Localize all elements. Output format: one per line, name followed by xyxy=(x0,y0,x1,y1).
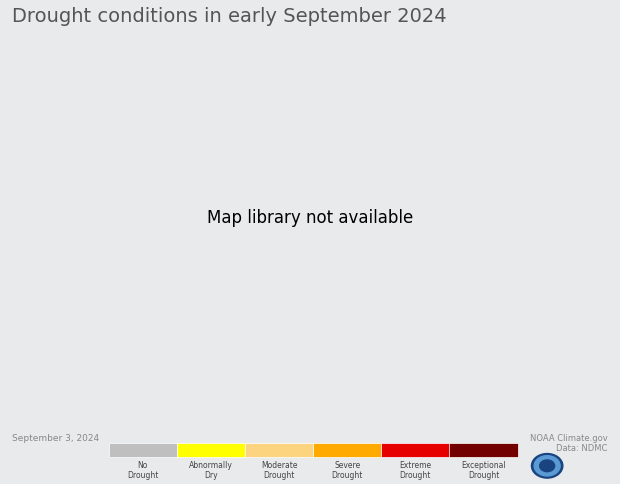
Text: NOAA Climate.gov
Data: NDMC: NOAA Climate.gov Data: NDMC xyxy=(530,433,608,453)
Text: Abnormally
Dry: Abnormally Dry xyxy=(189,460,232,479)
Text: Drought conditions in early September 2024: Drought conditions in early September 20… xyxy=(12,7,447,26)
Text: Severe
Drought: Severe Drought xyxy=(332,460,363,479)
Circle shape xyxy=(534,456,560,476)
Text: Exceptional
Drought: Exceptional Drought xyxy=(461,460,506,479)
Text: September 3, 2024: September 3, 2024 xyxy=(12,433,100,442)
Text: Moderate
Drought: Moderate Drought xyxy=(261,460,297,479)
Text: No
Drought: No Drought xyxy=(127,460,158,479)
Circle shape xyxy=(531,454,563,478)
Text: Extreme
Drought: Extreme Drought xyxy=(399,460,432,479)
Circle shape xyxy=(539,460,555,472)
Text: Map library not available: Map library not available xyxy=(207,209,413,227)
